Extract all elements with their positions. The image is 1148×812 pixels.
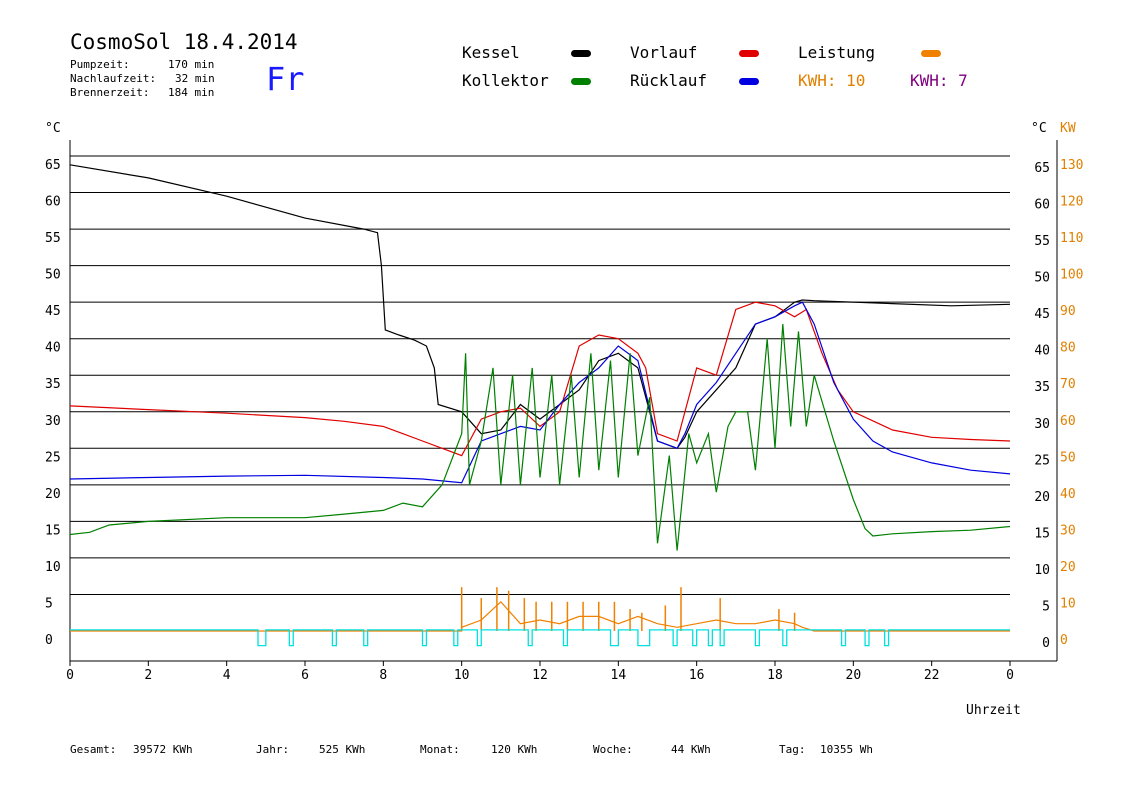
legend-vorlauf-swatch	[739, 50, 759, 57]
y2-tick-label: 60	[1060, 414, 1076, 429]
y2-tick-label: 10	[1060, 596, 1076, 611]
y-tick-label-right: 55	[1034, 234, 1050, 249]
y2-tick-label: 130	[1060, 158, 1083, 173]
x-tick-label: 0	[66, 668, 74, 683]
kwh-orange-label: KWH: 10	[798, 71, 866, 90]
footer-total-value: 39572 KWh	[133, 743, 193, 756]
legend-kollektor-swatch	[571, 78, 591, 85]
y-tick-label-right: 15	[1034, 526, 1050, 541]
series-vorlauf-line	[69, 301, 1011, 457]
y2-tick-label: 30	[1060, 523, 1076, 538]
y-tick-label-left: 25	[45, 450, 61, 465]
legend-leistung-label: Leistung	[798, 43, 876, 62]
y-tick-label-left: 60	[45, 195, 61, 210]
y-tick-label-left: 65	[45, 158, 61, 173]
y-tick-label-right: 40	[1034, 344, 1050, 359]
legend-leistung-swatch	[921, 50, 941, 57]
y-tick-label-left: 35	[45, 377, 61, 392]
legend-ruecklauf-swatch	[739, 78, 759, 85]
x-tick-label: 14	[611, 668, 627, 683]
y2-tick-label: 100	[1060, 268, 1083, 283]
y2-tick-label: 90	[1060, 304, 1076, 319]
y-tick-label-left: 50	[45, 268, 61, 283]
y2-tick-label: 120	[1060, 195, 1083, 210]
y-tick-label-left: 5	[45, 596, 53, 611]
footer-total-label: Gesamt:	[70, 743, 117, 756]
y2-tick-label: 70	[1060, 377, 1076, 392]
series-pump-line	[70, 629, 1010, 647]
y-tick-label-left: 0	[45, 633, 53, 648]
pump-time-value: 170 min	[168, 58, 215, 71]
y-tick-label-right: 50	[1034, 271, 1050, 286]
footer-month-label: Monat:	[420, 743, 460, 756]
series-kessel-line	[69, 164, 1011, 450]
y-tick-label-right: 5	[1042, 599, 1050, 614]
x-tick-label: 6	[301, 668, 309, 683]
footer-day-label: Tag:	[779, 743, 806, 756]
x-axis-label: Uhrzeit	[966, 703, 1021, 718]
burner-time-value: 184 min	[168, 86, 215, 99]
y2-tick-label: 0	[1060, 633, 1068, 648]
y-tick-label-left: 30	[45, 414, 61, 429]
series-kollektor-line	[69, 324, 1011, 551]
y-axis-label-left: °C	[45, 121, 61, 136]
y-axis-label-right: °C	[1031, 121, 1047, 136]
y-tick-label-right: 0	[1042, 636, 1050, 651]
y2-tick-label: 110	[1060, 231, 1083, 246]
legend-kessel-swatch	[571, 50, 591, 57]
footer-year-label: Jahr:	[256, 743, 290, 756]
y-tick-label-right: 10	[1034, 563, 1050, 578]
y2-tick-label: 40	[1060, 487, 1076, 502]
kwh-purple-label: KWH: 7	[910, 71, 968, 90]
legend-vorlauf-label: Vorlauf	[630, 43, 698, 62]
y-tick-label-left: 15	[45, 523, 61, 538]
y-tick-label-right: 45	[1034, 307, 1050, 322]
x-tick-label: 2	[144, 668, 152, 683]
series-leistung-line	[70, 600, 1010, 632]
footer-year-value: 525 KWh	[319, 743, 366, 756]
y-tick-label-right: 30	[1034, 417, 1050, 432]
x-tick-label: 4	[223, 668, 231, 683]
footer-week-label: Woche:	[593, 743, 633, 756]
weekday-label: Fr	[266, 60, 305, 98]
y-tick-label-right: 20	[1034, 490, 1050, 505]
x-tick-label: 22	[924, 668, 940, 683]
y2-tick-label: 80	[1060, 341, 1076, 356]
y-tick-label-right: 35	[1034, 380, 1050, 395]
footer-month-value: 120 KWh	[491, 743, 538, 756]
y-tick-label-right: 65	[1034, 161, 1050, 176]
page-title: CosmoSol 18.4.2014	[70, 30, 298, 54]
x-tick-label: 12	[532, 668, 548, 683]
x-tick-label: 8	[379, 668, 387, 683]
y2-tick-label: 50	[1060, 450, 1076, 465]
legend-kessel-label: Kessel	[462, 43, 520, 62]
footer-week-value: 44 KWh	[671, 743, 711, 756]
y-tick-label-right: 60	[1034, 198, 1050, 213]
y2-axis-label: KW	[1060, 121, 1076, 136]
x-tick-label: 18	[767, 668, 783, 683]
y2-tick-label: 20	[1060, 560, 1076, 575]
footer-day-value: 10355 Wh	[820, 743, 873, 756]
legend-ruecklauf-label: Rücklauf	[630, 71, 708, 90]
series-ruecklauf-line	[69, 301, 1011, 484]
y-tick-label-left: 20	[45, 487, 61, 502]
legend-kollektor-label: Kollektor	[462, 71, 549, 90]
y-tick-label-left: 10	[45, 560, 61, 575]
y-tick-label-right: 25	[1034, 453, 1050, 468]
overrun-time-value: 32 min	[175, 72, 215, 85]
x-tick-label: 16	[689, 668, 705, 683]
pump-time-label: Pumpzeit:	[70, 58, 130, 71]
overrun-time-label: Nachlaufzeit:	[70, 72, 157, 85]
y-tick-label-left: 55	[45, 231, 61, 246]
y-tick-label-left: 40	[45, 341, 61, 356]
x-tick-label: 10	[454, 668, 470, 683]
x-tick-label: 0	[1006, 668, 1014, 683]
y-tick-label-left: 45	[45, 304, 61, 319]
x-tick-label: 20	[846, 668, 862, 683]
burner-time-label: Brennerzeit:	[70, 86, 150, 99]
